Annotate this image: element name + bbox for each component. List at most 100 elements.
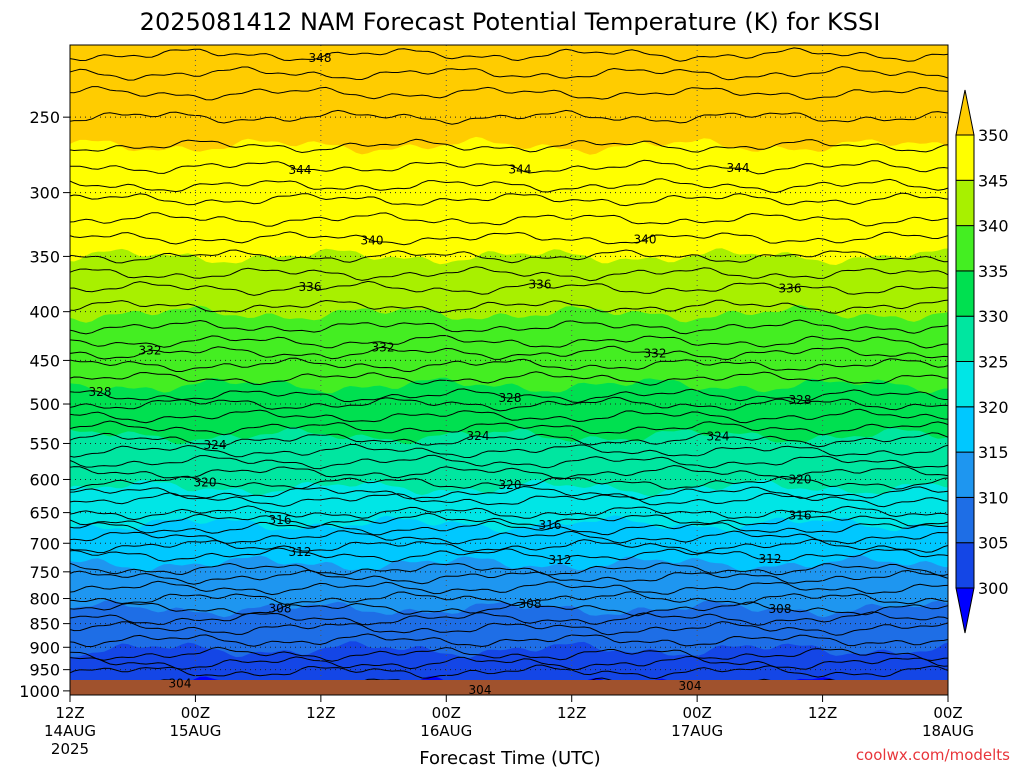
colorbar-label: 350 [978, 126, 1009, 145]
contour-label: 344 [289, 163, 312, 177]
x-tick-label: 12Z [557, 704, 586, 722]
x-axis-label: Forecast Time (UTC) [419, 748, 600, 768]
x-tick-label: 18AUG [922, 722, 974, 740]
x-tick-label: 00Z [933, 704, 962, 722]
y-tick-label: 350 [29, 247, 60, 266]
contour-line [70, 192, 948, 207]
contour-line [70, 664, 948, 680]
colorbar-label: 345 [978, 171, 1009, 190]
contour-line [70, 580, 948, 596]
colorbar-label: 330 [978, 307, 1009, 326]
contour-label: 328 [499, 391, 522, 405]
y-tick-label: 950 [29, 661, 60, 680]
x-tick-label: 12Z [306, 704, 335, 722]
y-tick-label: 550 [29, 434, 60, 453]
x-tick-label: 00Z [181, 704, 210, 722]
contour-line [70, 357, 948, 373]
contour-label: 332 [372, 340, 395, 354]
y-tick-label: 500 [29, 395, 60, 414]
y-axis: 1000 950 900 850 800 750 700 650 600 550 500 450 400… [19, 108, 70, 701]
credit-text: coolwx.com/modelts [856, 746, 1010, 764]
colorbar-label: 325 [978, 353, 1009, 372]
contour-line [70, 464, 948, 480]
contour-line [70, 86, 948, 101]
plot-frame [69, 44, 949, 696]
contour-label: 308 [269, 602, 292, 616]
surface-band [70, 680, 948, 695]
colorbar-bin [955, 451, 975, 498]
y-tick-label: 900 [29, 638, 60, 657]
contour-line-332 [70, 345, 948, 361]
colorbar-bin [955, 270, 975, 317]
x-tick-label: 17AUG [671, 722, 723, 740]
x-tick-label: 00Z [432, 704, 461, 722]
contour-label: 344 [509, 163, 532, 177]
contour-line [70, 138, 948, 154]
y-tick-label: 700 [29, 534, 60, 553]
contour-line [70, 633, 948, 648]
contour-line [70, 454, 948, 470]
colorbar-bin [955, 225, 975, 272]
contour-label: 340 [634, 232, 657, 246]
contour-label: 328 [89, 385, 112, 399]
contour-line-324 [70, 432, 948, 448]
contour-label: 312 [289, 545, 312, 559]
contour-label: 336 [779, 281, 802, 295]
contour-line-336 [70, 280, 948, 296]
y-tick-label: 1000 [19, 682, 60, 701]
contour-label: 308 [519, 597, 542, 611]
y-tick-label: 450 [29, 351, 60, 370]
contour-line [70, 530, 948, 545]
colorbar-bin [955, 496, 975, 544]
x-tick-label: 00Z [682, 704, 711, 722]
contour-label: 320 [789, 473, 812, 487]
y-tick-label: 300 [29, 184, 60, 203]
contour-line [70, 178, 948, 194]
contour-line [70, 109, 948, 125]
colorbar-bin [955, 361, 975, 408]
contour-line [70, 562, 948, 576]
x-tick-label: 15AUG [169, 722, 221, 740]
contour-line [70, 249, 948, 264]
contour-line-328 [70, 388, 948, 404]
grid-lines [70, 45, 948, 695]
y-tick-label: 250 [29, 108, 60, 127]
contour-line [70, 569, 948, 585]
x-tick-label: 12Z [808, 704, 837, 722]
contour-line [70, 334, 948, 349]
contour-label: 336 [529, 278, 552, 292]
contour-label: 348 [309, 51, 332, 65]
contour-line [70, 420, 948, 436]
contour-label: 328 [789, 393, 812, 407]
contour-label: 304 [469, 683, 492, 697]
ground-surface [70, 680, 948, 695]
colorbar-label: 340 [978, 217, 1009, 236]
colorbar: 300 305 310 315 320 325 330 335 340 345 350 [955, 89, 1009, 634]
contour-line-348 [70, 47, 948, 62]
contour-line [70, 444, 948, 459]
x-tick-label: 16AUG [420, 722, 472, 740]
contour-label: 312 [549, 553, 572, 567]
contour-line [70, 408, 948, 424]
y-tick-label: 650 [29, 504, 60, 523]
colorbar-label: 300 [978, 579, 1009, 598]
y-tick-label: 800 [29, 590, 60, 609]
fill-band [70, 45, 948, 155]
contour-line [70, 538, 948, 554]
contour-labels: 304 304 304 308 308 308 312 312 312 316 316 316 320 3… [89, 51, 812, 697]
contour-line [70, 611, 948, 626]
colorbar-bin [955, 406, 975, 453]
contour-label: 320 [499, 478, 522, 492]
contour-line-340 [70, 231, 948, 246]
colorbar-label: 335 [978, 262, 1009, 281]
contour-label: 320 [194, 476, 217, 490]
contour-line-308 [70, 601, 948, 617]
x-tick-label: 2025 [51, 740, 89, 758]
colorbar-bottom-arrow [955, 587, 975, 634]
contour-line [70, 66, 948, 81]
contour-label: 332 [644, 346, 667, 360]
filled-contours [70, 45, 948, 695]
y-tick-label: 850 [29, 615, 60, 634]
